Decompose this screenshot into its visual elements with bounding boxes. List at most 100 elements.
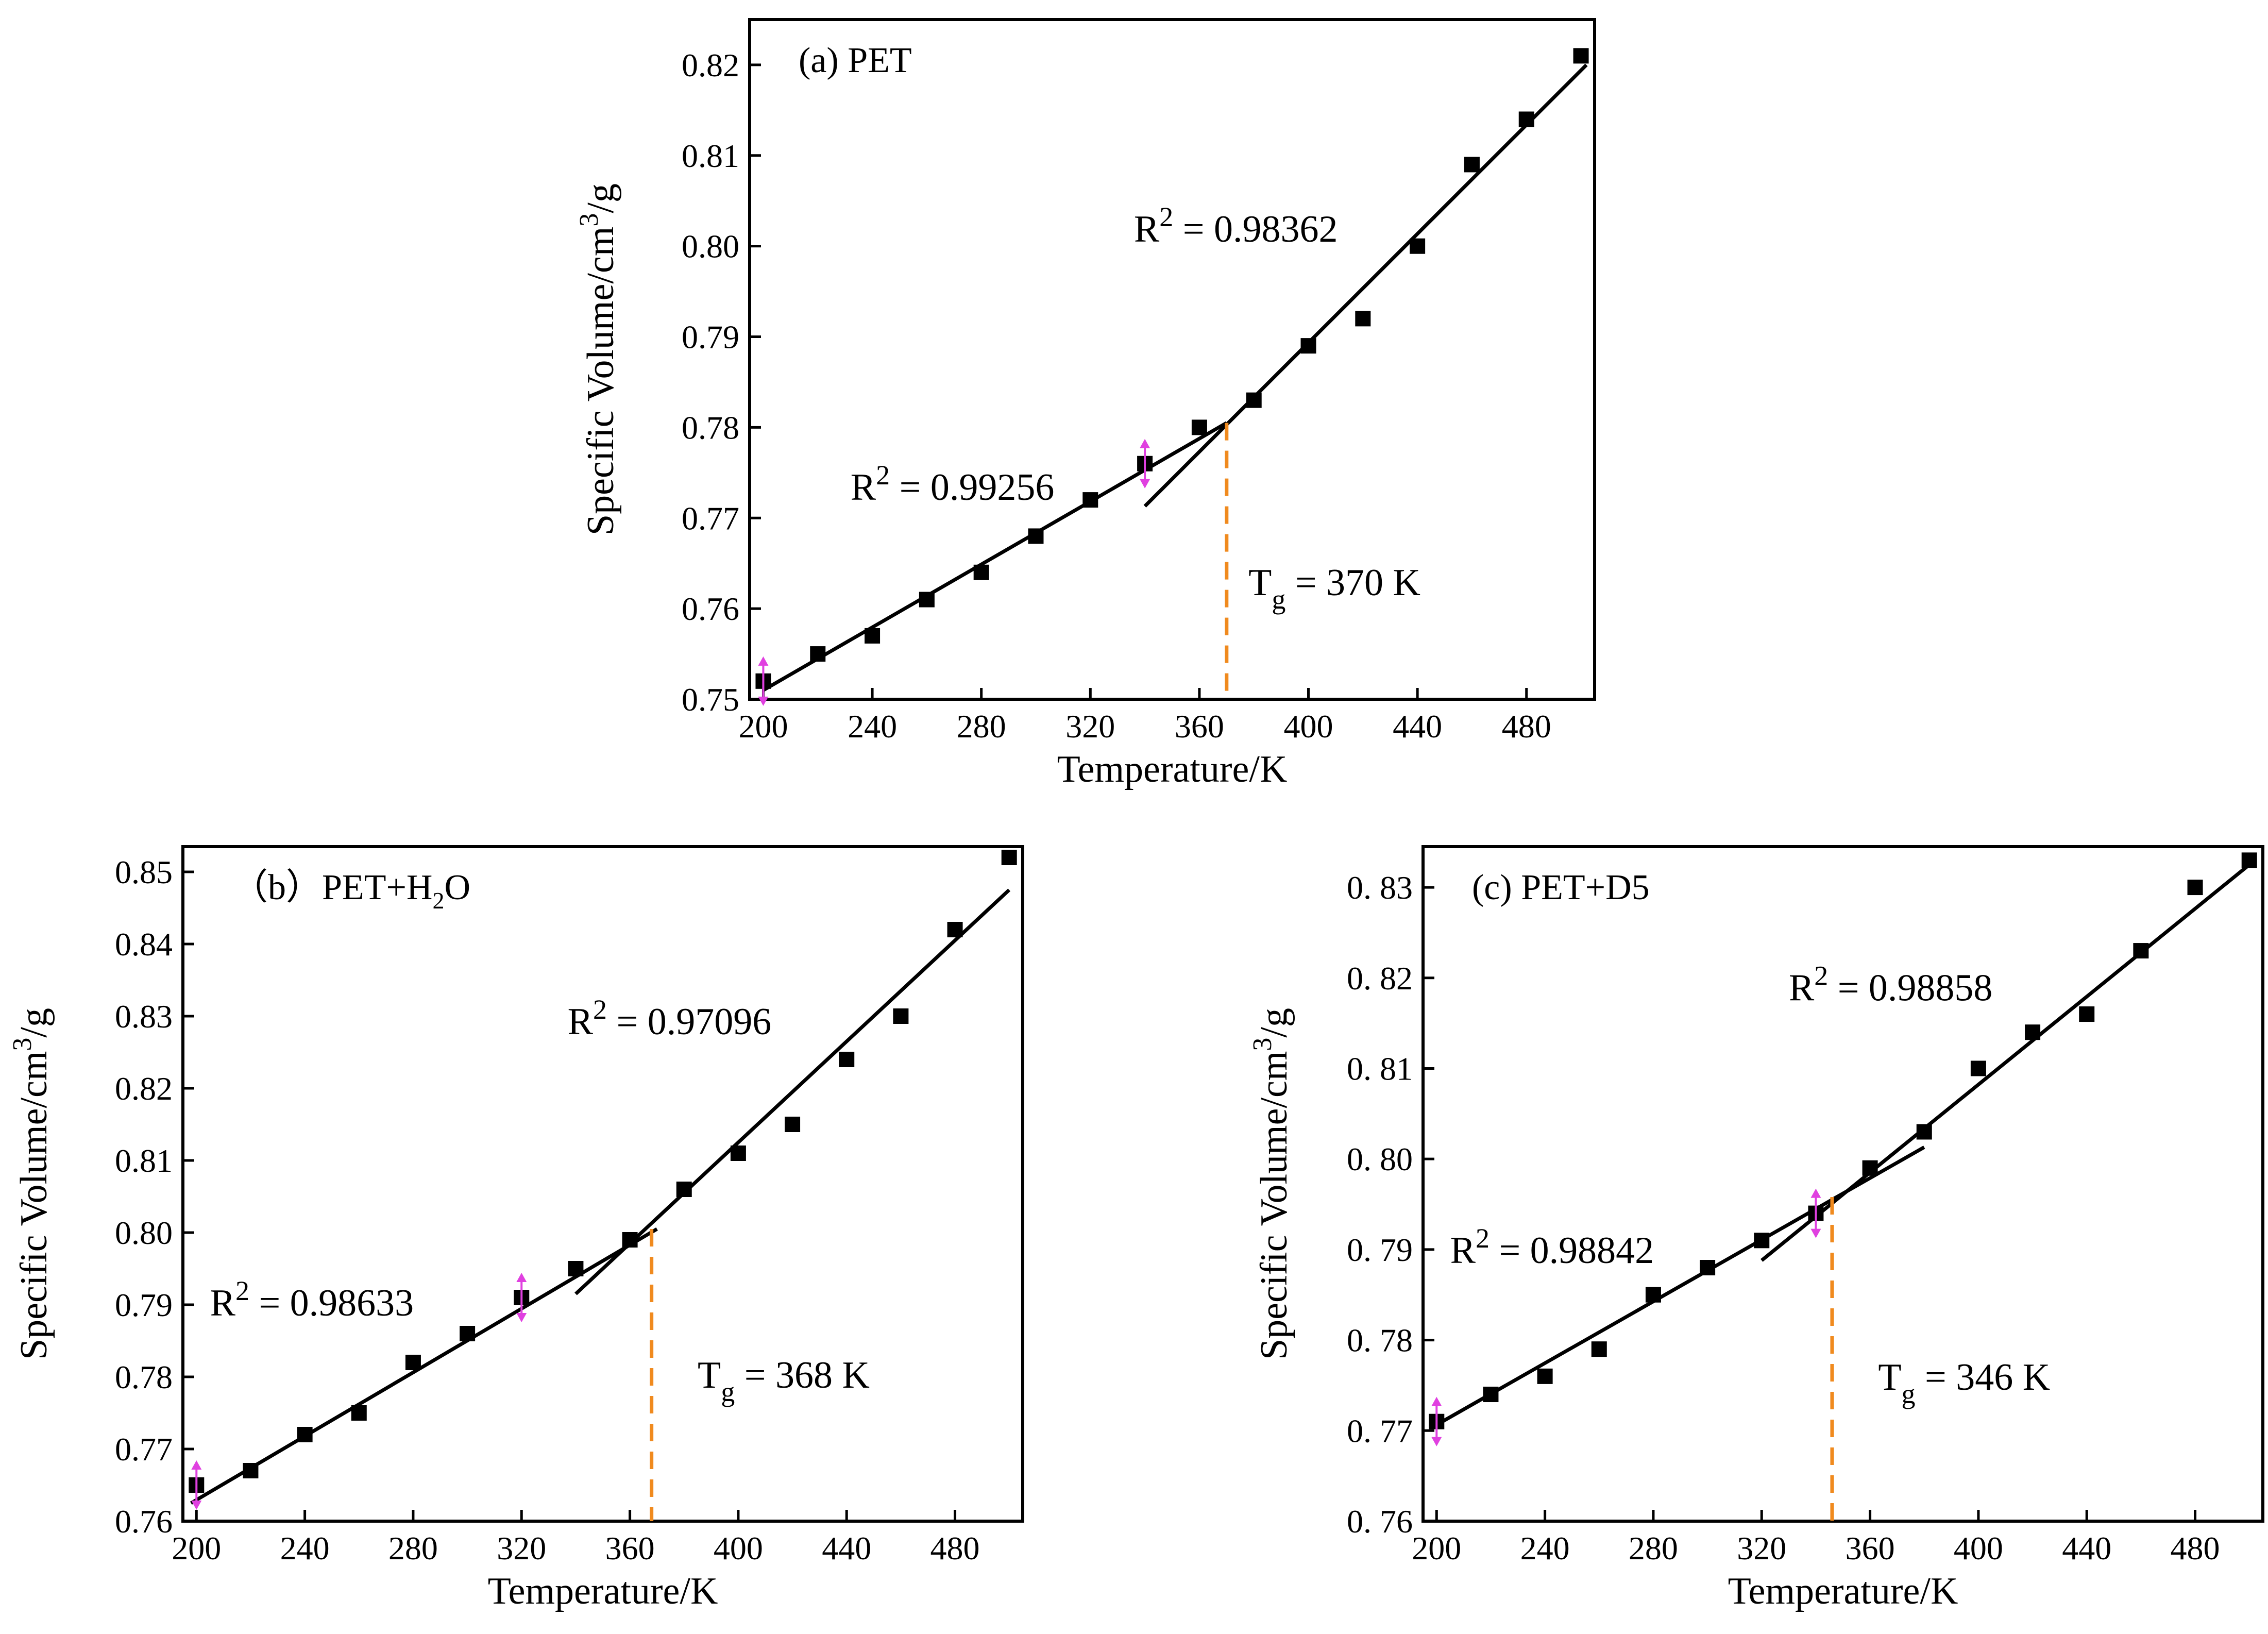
data-point <box>973 564 989 580</box>
x-tick-label: 400 <box>714 1530 763 1566</box>
error-bar-arrow-up <box>1810 1188 1821 1198</box>
data-point <box>1355 311 1371 327</box>
data-point <box>839 1052 855 1067</box>
y-tick-label: 0.85 <box>115 854 173 890</box>
data-point <box>1700 1260 1716 1276</box>
r2-superscript: 2 <box>235 1275 249 1306</box>
x-tick-label: 200 <box>172 1530 221 1566</box>
fit-line-high <box>574 888 1011 1295</box>
error-bar-arrow-down <box>516 1313 527 1322</box>
x-tick-label: 320 <box>497 1530 546 1566</box>
plot-frame <box>1421 845 2264 1523</box>
tg-letter: T <box>1878 1356 1901 1399</box>
x-tick-label: 400 <box>1954 1530 2003 1566</box>
r2-value: = 0.97096 <box>607 1001 771 1043</box>
error-bar-arrow-down <box>1431 1437 1442 1446</box>
plot-frame <box>181 845 1024 1523</box>
error-bar-arrow-up <box>1140 439 1150 448</box>
data-point <box>1300 338 1316 354</box>
r2-superscript: 2 <box>593 994 607 1025</box>
r2-value: = 0.98633 <box>249 1282 414 1324</box>
tg-letter: T <box>1248 562 1272 604</box>
tg-value: = 346 K <box>1916 1356 2051 1399</box>
x-tick-label: 360 <box>1846 1530 1895 1566</box>
y-axis-label-superscript: 3 <box>574 213 604 227</box>
chart-panel-b: 200 240 280 320 360 400 440 480 0.76 0.77 0.78 0.79… <box>8 845 1024 1612</box>
y-tick-label: 0.77 <box>682 500 739 536</box>
tg-annotation: Tg = 346 K <box>1878 1356 2050 1409</box>
chart-panel-c: 200 240 280 320 360 400 440 480 0. 76 0. 77 0. 78 0… <box>1248 845 2264 1612</box>
data-point <box>1754 1233 1770 1249</box>
data-point <box>1916 1124 1932 1140</box>
y-axis-label-base: Specific Volume/cm <box>13 1051 55 1360</box>
data-point <box>810 646 826 662</box>
r2-letter: R <box>1134 208 1160 250</box>
y-tick-label: 0.79 <box>115 1287 173 1323</box>
x-axis-label: Temperature/K <box>1728 1570 1958 1612</box>
y-tick-label: 0.77 <box>115 1431 173 1468</box>
y-axis-label-base: Specific Volume/cm <box>1253 1051 1295 1360</box>
y-tick-label: 0.79 <box>682 319 739 356</box>
y-tick-label: 0.82 <box>682 47 739 83</box>
x-tick-label: 200 <box>1412 1530 1461 1566</box>
y-axis-label-tail: /g <box>580 183 622 213</box>
panel-title-subscript: 2 <box>432 887 444 914</box>
panel-title: （b）PET+H2O <box>232 868 470 914</box>
r2-annotation-high: R2 = 0.97096 <box>568 994 772 1043</box>
y-tick-label: 0. 79 <box>1347 1232 1413 1268</box>
r2-annotation-high: R2 = 0.98858 <box>1789 961 1993 1009</box>
x-tick-label: 240 <box>1520 1530 1570 1566</box>
r2-annotation-low: R2 = 0.98633 <box>210 1275 414 1324</box>
data-point <box>919 592 935 608</box>
x-tick-label: 480 <box>2171 1530 2220 1566</box>
y-axis-label: Specific Volume/cm3/g <box>1248 1008 1295 1360</box>
panel-title: (c) PET+D5 <box>1472 868 1650 907</box>
error-bar-arrow-down <box>1810 1228 1821 1238</box>
data-point <box>2187 880 2203 896</box>
tg-letter: T <box>698 1354 721 1396</box>
y-tick-label: 0.78 <box>682 409 739 446</box>
x-tick-label: 440 <box>822 1530 871 1566</box>
data-point <box>1483 1387 1499 1403</box>
data-point <box>1862 1160 1878 1176</box>
error-bar-marker <box>516 1273 527 1322</box>
error-bar-marker <box>758 656 769 706</box>
data-point <box>730 1146 746 1161</box>
r2-annotation-low: R2 = 0.99256 <box>851 460 1055 509</box>
x-tick-label: 280 <box>388 1530 438 1566</box>
data-point <box>2133 943 2149 959</box>
r2-annotation-high: R2 = 0.98362 <box>1134 201 1338 250</box>
y-tick-label: 0. 81 <box>1347 1050 1413 1087</box>
tg-subscript: g <box>1272 584 1285 615</box>
r2-value: = 0.98362 <box>1173 208 1338 250</box>
data-point <box>1537 1368 1553 1384</box>
x-tick-label: 440 <box>2062 1530 2111 1566</box>
y-tick-label: 0.75 <box>682 681 739 718</box>
data-point <box>2025 1024 2041 1040</box>
data-point <box>1028 528 1044 544</box>
x-tick-label: 200 <box>738 708 788 745</box>
data-point <box>947 922 963 937</box>
data-point <box>785 1117 801 1132</box>
x-tick-label: 360 <box>605 1530 655 1566</box>
x-tick-label: 480 <box>930 1530 980 1566</box>
error-bar-arrow-down <box>1140 479 1150 488</box>
fit-line-high <box>1143 63 1588 508</box>
error-bar-arrow-up <box>191 1460 202 1470</box>
r2-superscript: 2 <box>1159 201 1173 232</box>
y-axis-label-tail: /g <box>13 1008 55 1038</box>
y-tick-label: 0. 82 <box>1347 960 1413 997</box>
panel-title: (a) PET <box>799 41 912 80</box>
y-tick-label: 0.81 <box>115 1142 173 1179</box>
data-point <box>1191 419 1207 435</box>
error-bar-arrow-down <box>191 1501 202 1510</box>
data-point <box>676 1182 692 1197</box>
r2-value: = 0.99256 <box>890 466 1054 509</box>
y-tick-label: 0.80 <box>682 228 739 265</box>
fit-line-high <box>1761 863 2250 1262</box>
data-point <box>865 628 881 644</box>
data-point <box>622 1232 638 1248</box>
tg-annotation: Tg = 370 K <box>1248 562 1420 615</box>
x-tick-label: 360 <box>1175 708 1224 745</box>
x-tick-label: 320 <box>1065 708 1115 745</box>
